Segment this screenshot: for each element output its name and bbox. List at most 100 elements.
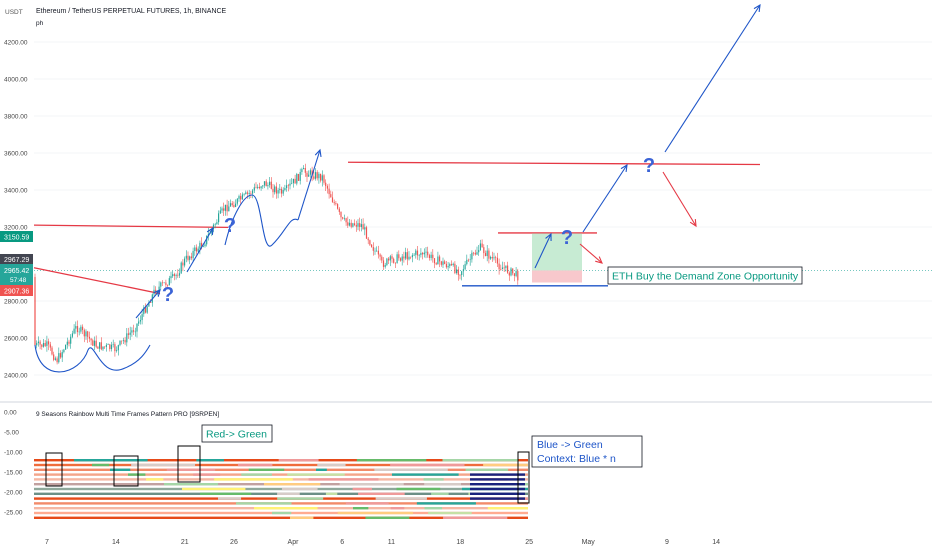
candle-body — [294, 178, 296, 184]
candle-body — [423, 252, 425, 255]
candle-body — [442, 261, 444, 265]
candle-body — [143, 307, 145, 315]
candle-body — [121, 340, 123, 342]
heatmap-segment — [345, 502, 389, 505]
candle-body — [496, 257, 498, 264]
candle-body — [144, 307, 147, 313]
heatmap-row — [34, 516, 528, 519]
indicator-tick-label: -15.00 — [4, 470, 23, 477]
candle-body — [479, 243, 481, 251]
candle-body — [88, 336, 90, 339]
heatmap-segment — [390, 463, 465, 467]
candle-body — [48, 341, 50, 345]
candle-body — [440, 261, 442, 265]
time-tick-label: 14 — [712, 539, 720, 546]
price-tick-label: 2800.00 — [4, 299, 28, 306]
question-mark-2: ? — [224, 215, 236, 237]
candle-body — [386, 258, 388, 266]
price-axis[interactable]: 4200.00 4000.00 3800.00 3600.00 3400.00 3200.… — [4, 40, 28, 517]
candle-body — [53, 354, 55, 360]
heatmap-segment — [428, 511, 472, 515]
candle-body — [296, 173, 298, 184]
candle-body — [437, 256, 439, 265]
heatmap-segment — [281, 487, 318, 491]
indicator-title[interactable]: 9 Seasons Rainbow Multi Time Frames Patt… — [36, 411, 219, 418]
candle-body — [365, 227, 368, 239]
candle-body — [372, 247, 374, 251]
candle-body — [306, 172, 308, 177]
arrow-down-1 — [579, 243, 603, 264]
candle-body — [457, 269, 459, 275]
candle-body — [275, 186, 277, 194]
candle-body — [37, 341, 39, 344]
heatmap-segment — [277, 492, 300, 495]
candle-body — [274, 186, 276, 193]
candle-body — [360, 224, 362, 228]
arrow-down-1-head — [595, 256, 603, 264]
candle-body — [422, 252, 424, 255]
heatmap-segment — [308, 478, 379, 481]
candle-body — [403, 256, 405, 259]
red-green-label: Red-> Green — [201, 424, 273, 443]
candle-body — [236, 198, 238, 204]
candle-body — [221, 208, 223, 211]
price-tick-label: 3200.00 — [4, 225, 28, 232]
candle-body — [54, 358, 56, 360]
price-tag-3150-text: 3150.59 — [4, 235, 29, 242]
candle-body — [240, 196, 242, 200]
candle-body — [314, 172, 317, 179]
candle-body — [160, 282, 162, 287]
heatmap-segment — [396, 487, 441, 491]
time-tick-label: May — [582, 539, 596, 546]
candle-body — [85, 331, 87, 337]
heatmap-segment — [337, 511, 414, 515]
arrow-up-3-head — [314, 148, 322, 158]
candle-body — [212, 224, 215, 230]
candle-body — [211, 229, 213, 234]
candle-body — [466, 259, 468, 265]
candle-body — [359, 223, 361, 228]
price-tag-2907: 2907.36 — [0, 285, 33, 296]
candle-body — [486, 250, 488, 256]
candle-body — [114, 344, 116, 352]
heatmap-segment — [166, 468, 216, 471]
candle-body — [450, 264, 453, 266]
time-axis[interactable]: 7 14 21 26 Apr 6 11 18 25 May 9 14 — [45, 539, 720, 546]
currency-label: USDT — [5, 9, 23, 16]
heatmap-segment — [193, 473, 221, 476]
candle-body — [493, 257, 495, 259]
candle-body — [316, 172, 318, 179]
candle-body — [394, 262, 396, 264]
time-tick-label: 7 — [45, 539, 49, 546]
candle-body — [119, 340, 121, 346]
candle-body — [508, 272, 510, 276]
price-tick-label: 3400.00 — [4, 188, 28, 195]
price-tag-3150: 3150.59 — [0, 231, 33, 242]
candle-body — [406, 252, 408, 260]
candle-body — [416, 250, 419, 256]
blue-green-text: Blue -> Green — [537, 439, 603, 451]
heatmap-segment — [92, 463, 110, 467]
heatmap-segment — [374, 468, 448, 471]
candle-body — [301, 169, 303, 173]
candle-body — [177, 274, 179, 276]
candle-body — [439, 256, 441, 262]
target-zone — [532, 233, 582, 271]
question-mark-1: ? — [162, 284, 174, 306]
highlight-box — [177, 445, 201, 483]
candle-body — [102, 346, 104, 350]
candle-body — [207, 233, 209, 236]
candle-body — [104, 346, 106, 348]
candle-body — [192, 250, 194, 259]
symbol-title[interactable]: Ethereum / TetherUS PERPETUAL FUTURES, 1… — [36, 8, 227, 15]
candle-body — [376, 250, 378, 252]
candle-body — [167, 285, 169, 286]
indicator-tick-label: -5.00 — [4, 430, 19, 437]
candle-body — [371, 244, 373, 248]
time-tick-label: 6 — [340, 539, 344, 546]
heatmap-segment — [128, 473, 146, 476]
candle-body — [323, 175, 325, 183]
context-text: Context: Blue * n — [537, 453, 616, 465]
